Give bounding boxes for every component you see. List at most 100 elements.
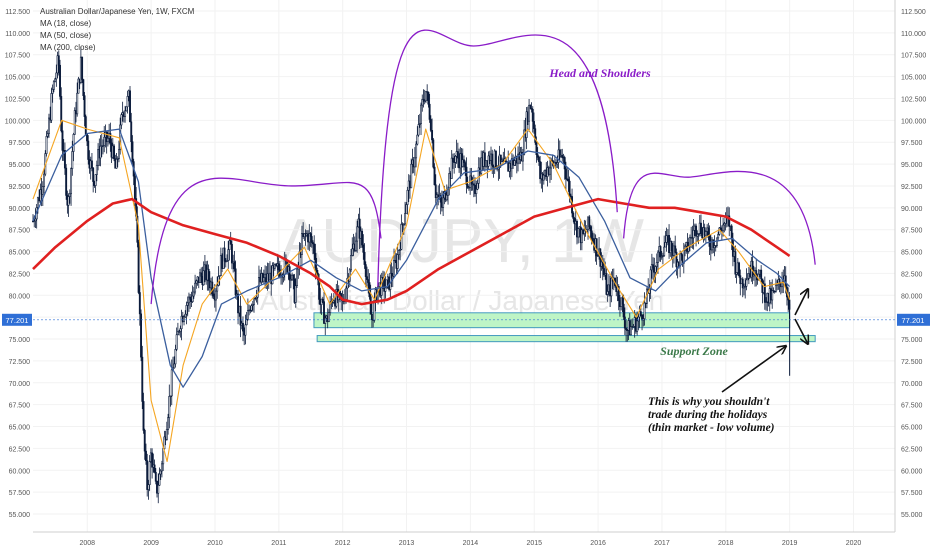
candle-body	[146, 460, 149, 490]
candle-body	[525, 111, 528, 138]
y-tick-label: 62.500	[901, 446, 923, 453]
y-tick-label: 70.000	[9, 381, 31, 388]
candle-body	[289, 278, 292, 281]
y-tick-label: 107.500	[5, 53, 30, 60]
candle-body	[722, 224, 725, 232]
candle-body	[216, 285, 219, 292]
x-tick-label: 2020	[846, 540, 862, 547]
candle-body	[719, 227, 722, 230]
candle-body	[528, 104, 531, 122]
y-tick-label: 112.500	[901, 9, 926, 16]
y-tick-label: 112.500	[5, 9, 30, 16]
candle-body	[542, 174, 545, 181]
candle-body	[450, 157, 453, 179]
candle-body	[427, 91, 430, 105]
candle-body	[463, 159, 465, 163]
candle-body	[119, 124, 122, 151]
legend-ma200: MA (200, close)	[40, 43, 96, 52]
head-and-shoulders-arcs	[150, 29, 816, 305]
candle-body	[175, 334, 178, 350]
candle-body	[529, 104, 532, 109]
candle-body	[623, 316, 626, 329]
candle-body	[465, 166, 468, 185]
candle-body	[760, 269, 763, 280]
candle-body	[362, 244, 365, 253]
candle-body	[781, 282, 783, 288]
candle-body	[99, 145, 102, 159]
y-tick-label: 90.000	[901, 206, 923, 213]
candle-body	[588, 216, 591, 227]
candle-body	[162, 448, 165, 465]
candle-body	[244, 324, 247, 336]
candle-body	[539, 161, 542, 180]
y-tick-label: 75.000	[901, 337, 923, 344]
candle-body	[734, 251, 737, 275]
candle-body	[245, 319, 248, 326]
y-tick-label: 100.000	[5, 118, 30, 125]
candle-body	[167, 417, 170, 430]
candle-body	[704, 231, 707, 236]
candle-body	[113, 145, 115, 159]
candle-body	[397, 250, 400, 255]
candle-body	[364, 264, 367, 277]
y-axis-right[interactable]: 112.500 110.000 107.500 105.000 102.500 100.0…	[901, 9, 926, 519]
candle-body	[652, 264, 655, 269]
x-axis[interactable]: 2008 2009 2010 2011 2012 2013 2014 2015 2016 2017…	[79, 540, 861, 547]
candle-body	[189, 296, 192, 300]
x-tick-label: 2009	[143, 540, 159, 547]
candle-body	[521, 153, 524, 162]
head-shoulders-arc	[622, 170, 816, 265]
candle-body	[86, 134, 88, 142]
candle-body	[533, 121, 535, 129]
candle-body	[314, 253, 317, 269]
candle-body	[572, 212, 575, 219]
support-zones	[313, 312, 816, 343]
candle-body	[242, 322, 244, 332]
candle-body	[735, 272, 738, 275]
candle-body	[187, 296, 190, 304]
candle-body	[39, 189, 42, 202]
candle-body	[476, 183, 479, 190]
candle-body	[625, 327, 628, 331]
y-tick-label: 97.500	[901, 140, 923, 147]
candle-body	[741, 278, 744, 289]
price-tag-right	[897, 313, 930, 326]
candle-body	[292, 274, 295, 280]
candle-body	[329, 301, 332, 313]
y-tick-label: 87.500	[901, 228, 923, 235]
candle-body	[211, 281, 214, 295]
support-zone-rect	[316, 335, 816, 343]
candle-body	[138, 292, 141, 315]
candle-body	[442, 197, 445, 208]
y-tick-label: 72.500	[9, 359, 31, 366]
candle-body	[160, 463, 163, 472]
x-tick-label: 2014	[463, 540, 479, 547]
candle-body	[402, 223, 405, 226]
candle-body	[102, 145, 104, 147]
candle-body	[170, 369, 173, 397]
candle-body	[639, 311, 642, 316]
candle-body	[730, 225, 733, 240]
annotation-note-line-1: This is why you shouldn't	[648, 396, 770, 408]
legend-ma50: MA (50, close)	[40, 31, 92, 40]
candle-body	[413, 157, 416, 168]
candle-body	[451, 157, 454, 163]
candle-body	[256, 286, 259, 298]
candle-body	[549, 167, 551, 175]
candle-body	[523, 129, 526, 155]
x-tick-label: 2011	[271, 540, 286, 547]
y-tick-label: 85.000	[9, 250, 31, 257]
candle-body	[61, 130, 64, 151]
candle-body	[630, 326, 632, 336]
x-tick-label: 2015	[526, 540, 542, 547]
candle-body	[424, 91, 427, 102]
candle-body	[250, 305, 253, 311]
candle-body	[418, 123, 421, 125]
candle-body	[151, 452, 154, 468]
candle-body	[558, 149, 561, 157]
candle-body	[494, 150, 497, 168]
candle-body	[654, 266, 657, 273]
annotation-head-and-shoulders: Head and Shoulders	[548, 66, 651, 80]
y-tick-label: 110.000	[5, 31, 30, 38]
